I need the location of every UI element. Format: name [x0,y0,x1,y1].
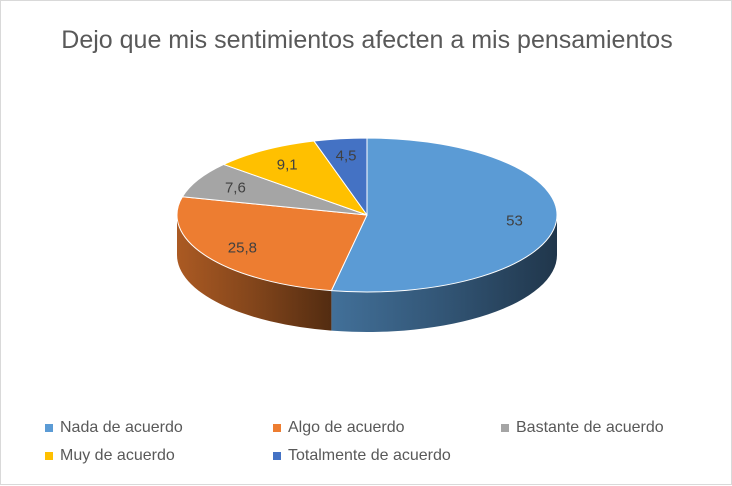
legend-swatch-1 [273,424,281,432]
pie-slice-3[interactable] [223,140,368,216]
legend-label-4: Totalmente de acuerdo [288,447,451,464]
pie-slice-4[interactable] [313,137,368,216]
chart-title: Dejo que mis sentimientos afecten a mis … [61,26,673,54]
legend-item-1[interactable]: Algo de acuerdo [273,419,405,437]
legend-label-2: Bastante de acuerdo [516,419,664,436]
legend-swatch-2 [501,424,509,432]
data-label-3: 9,1 [277,156,298,173]
data-label-2: 7,6 [225,179,246,196]
legend-item-2[interactable]: Bastante de acuerdo [501,419,664,437]
data-label-4: 4,5 [336,148,357,165]
data-label-1: 25,8 [228,240,257,257]
legend-item-4[interactable]: Totalmente de acuerdo [273,447,451,465]
legend-label-0: Nada de acuerdo [60,419,183,436]
pie-slice-side-0 [331,215,557,332]
pie-slice-side-1 [177,215,332,331]
legend-swatch-3 [45,452,53,460]
legend-label-3: Muy de acuerdo [60,447,175,464]
pie-slice-1[interactable] [176,196,368,292]
chart-legend: Nada de acuerdo Algo de acuerdo Bastante d… [1,419,732,479]
legend-item-0[interactable]: Nada de acuerdo [45,419,183,437]
pie-slice-0[interactable] [330,137,558,293]
legend-swatch-0 [45,424,53,432]
legend-item-3[interactable]: Muy de acuerdo [45,447,175,465]
legend-label-1: Algo de acuerdo [288,419,405,436]
legend-swatch-4 [273,452,281,460]
data-label-0: 53 [506,213,523,230]
